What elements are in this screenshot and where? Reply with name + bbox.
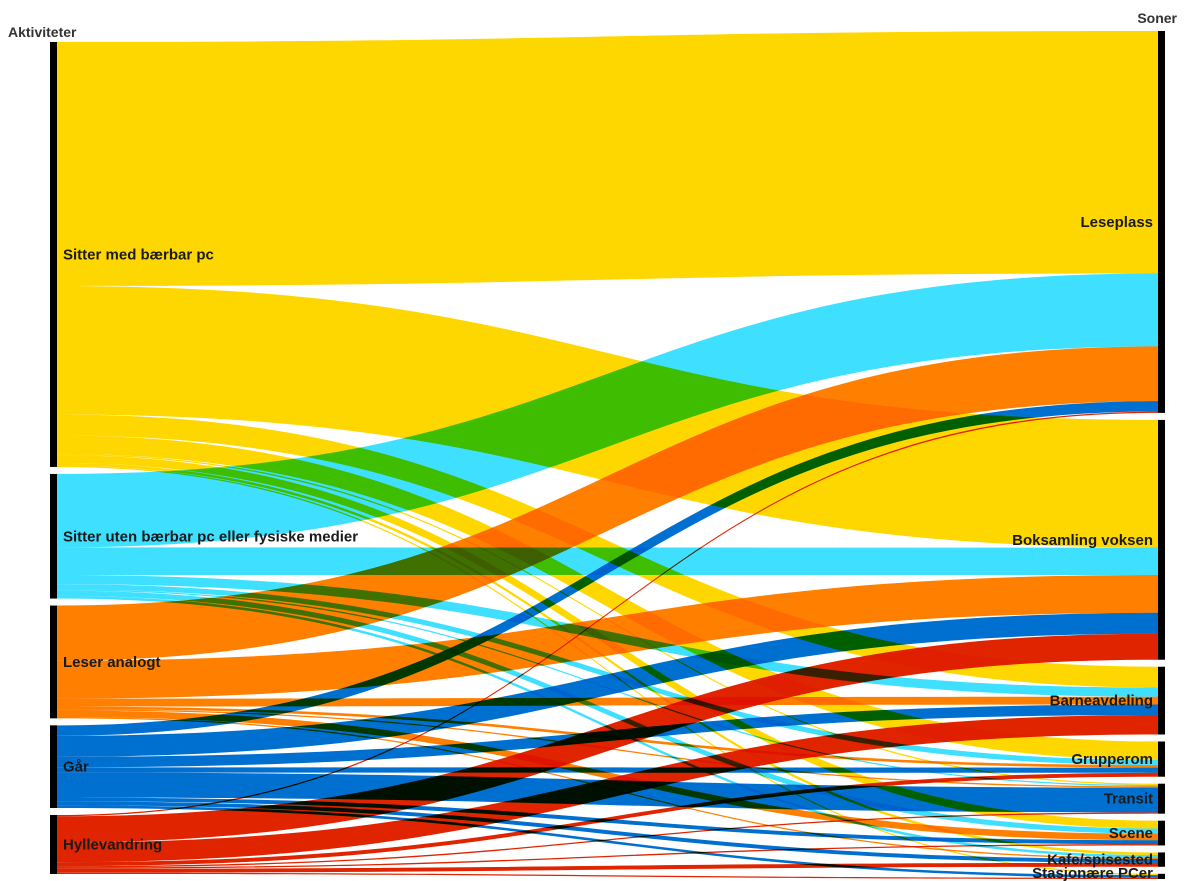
flow-4-5 [57,844,1158,869]
left-node-label: Hyllevandring [63,836,162,853]
flow-3-7 [57,805,1158,878]
flow-4-2 [57,714,1158,863]
flow-3-3 [57,767,1158,773]
right-node-label: Boksamling voksen [1012,532,1153,549]
flow-4-4 [57,812,1158,868]
flow-3-6 [57,801,1158,863]
labels-layer: Sitter med bærbar pc Sitter uten bærbar p… [63,214,1153,881]
left-node-bar [50,814,57,874]
flow-4-0 [57,411,1158,817]
flow-4-7 [57,872,1158,879]
flow-0-0 [57,31,1158,286]
left-node-label: Sitter med bærbar pc [63,246,214,263]
flow-2-0 [57,346,1158,661]
flow-4-6 [57,862,1158,873]
flow-4-1 [57,633,1158,843]
flow-0-3 [57,435,1158,760]
flow-4-3 [57,772,1158,867]
flow-1-5 [57,590,1158,834]
right-node-bar [1158,741,1165,777]
flows-layer [57,31,1158,879]
right-axis-title: Soner [1137,10,1177,26]
flow-2-2 [57,696,1158,707]
right-node-bar [1158,852,1165,867]
flow-3-0 [57,401,1158,736]
left-node-bar [50,605,57,719]
left-node-label: Sitter uten bærbar pc eller fysiske medi… [63,528,358,545]
right-node-label: Barneavdeling [1050,693,1153,710]
left-node-label: Går [63,759,89,776]
right-node-label: Leseplass [1080,214,1153,231]
left-axis-title: Aktiviteter [8,24,77,40]
right-node-bar [1158,419,1165,660]
right-node-label: Scene [1109,825,1153,842]
nodes-layer [50,31,1165,879]
flow-3-1 [57,612,1158,757]
right-node-label: Kafe/spisested [1047,852,1153,869]
right-node-label: Grupperom [1071,751,1153,768]
flow-1-0 [57,273,1158,548]
right-node-bar [1158,873,1165,879]
right-node-bar [1158,783,1165,814]
left-node-bar [50,473,57,599]
flow-0-6 [57,463,1158,856]
left-node-label: Leser analogt [63,654,161,671]
right-node-bar [1158,31,1165,413]
flow-0-7 [57,465,1158,876]
right-node-label: Transit [1104,791,1153,808]
right-node-bar [1158,666,1165,735]
right-node-label: Stasjonære PCer [1032,865,1153,881]
flow-1-1 [57,547,1158,576]
flow-2-1 [57,575,1158,699]
right-node-bar [1158,820,1165,846]
flow-2-5 [57,710,1158,841]
left-node-bar [50,725,57,808]
left-node-bar [50,42,57,467]
